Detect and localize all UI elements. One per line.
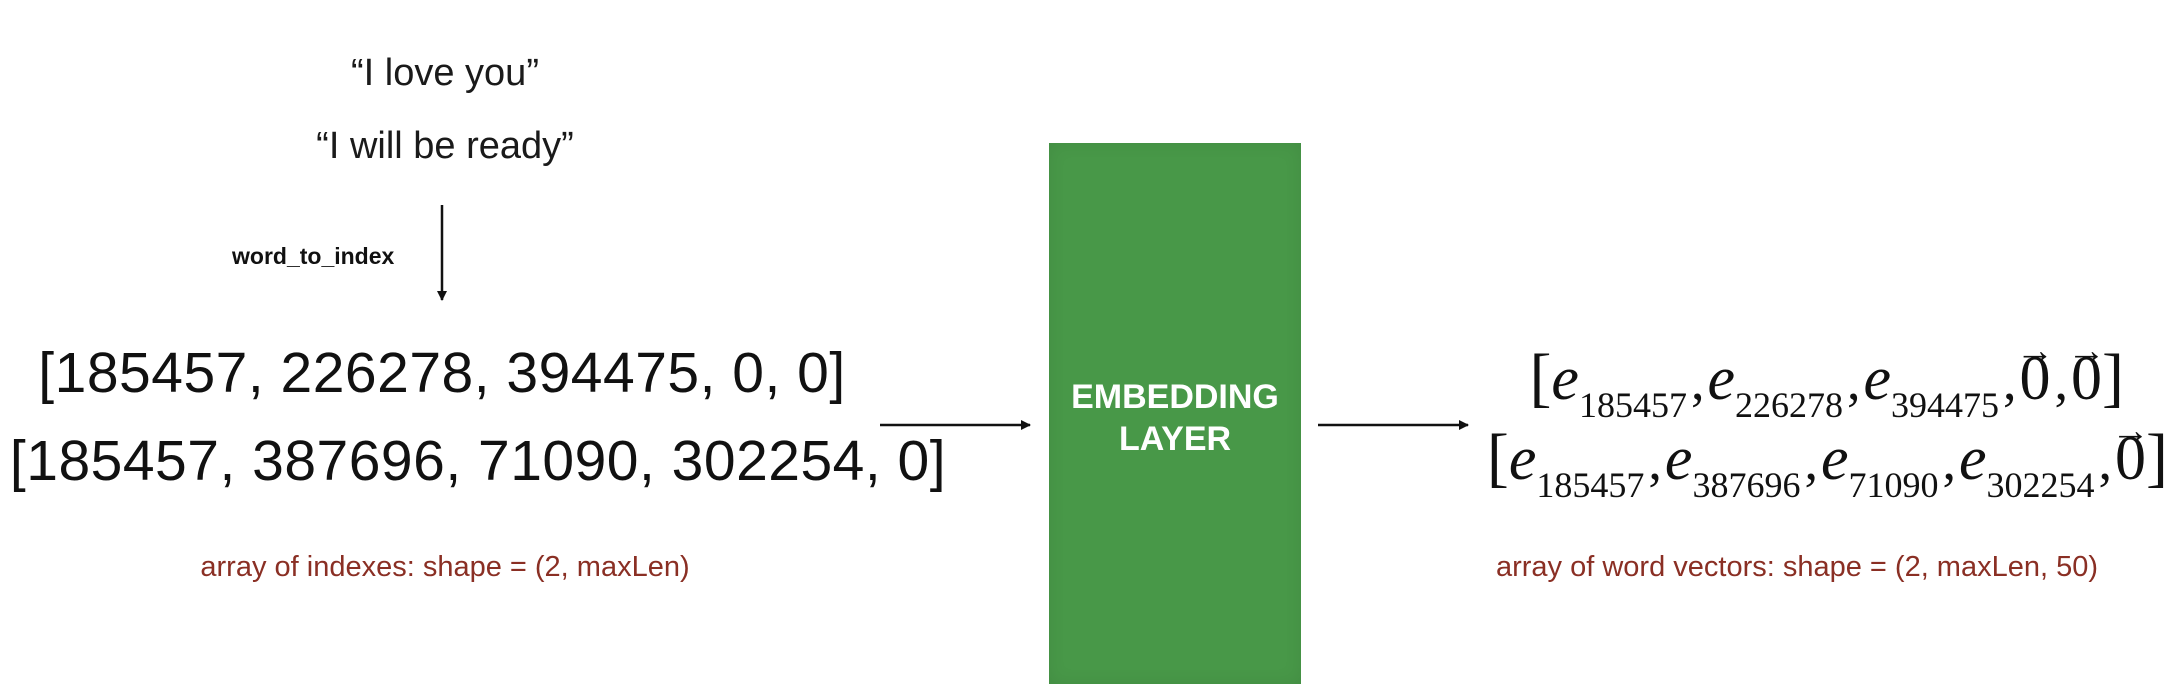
embedding-vector-term: e185457: [1551, 345, 1687, 425]
embedding-layer-block: [1049, 143, 1301, 684]
embedding-vector-term: e394475: [1863, 345, 1999, 425]
word-index-subscript: 226278: [1734, 385, 1843, 425]
comma-separator: ,: [1648, 431, 1662, 491]
embedding-vector-term: e71090: [1821, 425, 1939, 505]
sentence-1: “I love you”: [351, 52, 539, 94]
word-to-index-label: word_to_index: [232, 243, 395, 269]
word-index-subscript: 185457: [1578, 385, 1687, 425]
word-index-subscript: 302254: [1986, 465, 2095, 505]
embedding-label-line2: LAYER: [1118, 420, 1232, 458]
zero-digit: 0: [2019, 345, 2051, 413]
embedding-symbol: e: [1863, 345, 1892, 413]
word-index-subscript: 387696: [1692, 465, 1801, 505]
open-bracket: [: [1529, 341, 1552, 414]
comma-separator: ,: [1942, 431, 1956, 491]
comma-separator: ,: [1804, 431, 1818, 491]
comma-separator: ,: [2054, 351, 2069, 411]
zero-vector: 0 →: [2067, 331, 2105, 415]
zero-vector: 0 →: [2016, 331, 2054, 415]
word-index-subscript: 394475: [1891, 385, 2000, 425]
close-bracket: ]: [2102, 341, 2124, 414]
embedding-label-line1: EMBEDDING: [1071, 378, 1279, 416]
vector-arrow-icon: →: [2015, 329, 2055, 372]
index-array-2: [185457, 387696, 71090, 302254, 0]: [9, 429, 947, 493]
close-bracket: ]: [2146, 421, 2168, 494]
embedding-symbol: e: [1958, 425, 1987, 493]
embedding-symbol: e: [1820, 425, 1849, 493]
zero-digit: 0: [2071, 345, 2103, 413]
comma-separator: ,: [1690, 351, 1705, 411]
comma-separator: ,: [2003, 351, 2017, 411]
embedding-vector-term: e226278: [1707, 345, 1843, 425]
index-array-1: [185457, 226278, 394475, 0, 0]: [38, 341, 846, 405]
embedding-symbol: e: [1508, 425, 1537, 493]
comma-separator: ,: [1846, 351, 1861, 411]
comma-separator: ,: [2098, 431, 2113, 491]
embedding-symbol: e: [1551, 345, 1579, 413]
open-bracket: [: [1486, 421, 1509, 494]
word-vector-row-1: [e185457,e226278,e394475,0 → ,0 →]: [1529, 331, 2124, 426]
index-array-caption: array of indexes: shape = (2, maxLen): [200, 551, 690, 583]
embedding-vector-term: e387696: [1665, 425, 1801, 505]
vector-arrow-icon: →: [2067, 329, 2106, 372]
embedding-symbol: e: [1664, 425, 1693, 493]
embedding-symbol: e: [1707, 345, 1735, 413]
zero-digit: 0: [2115, 425, 2147, 493]
word-index-subscript: 185457: [1536, 465, 1645, 505]
zero-vector: 0 →: [2111, 411, 2149, 495]
embedding-vector-term: e185457: [1509, 425, 1645, 505]
word-vector-row-2: [e185457,e387696,e71090,e302254,0 →]: [1486, 411, 2168, 506]
vector-arrow-icon: →: [2111, 409, 2150, 452]
word-vector-caption: array of word vectors: shape = (2, maxLe…: [1495, 551, 2099, 583]
embedding-vector-term: e302254: [1959, 425, 2095, 505]
embedding-layer-label: EMBEDDING LAYER: [1049, 376, 1301, 460]
sentence-2: “I will be ready”: [316, 125, 574, 167]
word-index-subscript: 71090: [1848, 465, 1939, 505]
